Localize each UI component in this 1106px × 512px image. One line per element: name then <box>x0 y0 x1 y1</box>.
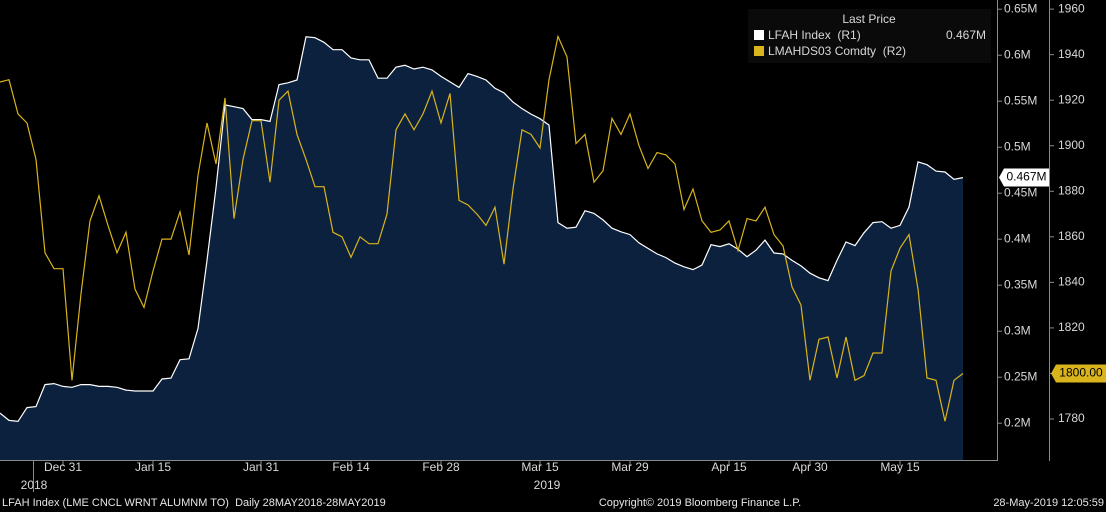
y-tick-label: 0.25M <box>1004 369 1037 383</box>
series-line <box>0 36 964 423</box>
legend-title: Last Price <box>842 12 896 26</box>
last-value-label: 0.467M <box>1006 170 1046 184</box>
y2-tick-label: 1960 <box>1058 1 1085 15</box>
legend-label: LFAH Index (R1) <box>768 28 861 42</box>
last-value-tag <box>999 168 1049 187</box>
footer-left: LFAH Index (LME CNCL WRNT ALUMNM TO) Dai… <box>2 497 386 509</box>
y-tick-label: 0.45M <box>1004 185 1037 199</box>
y2-tick-label: 1940 <box>1058 47 1085 61</box>
plot-area <box>0 34 964 461</box>
footer-right: 28-May-2019 12:05:59 <box>993 497 1104 509</box>
x-tick-label: Mar 29 <box>611 460 649 474</box>
year-label: 2019 <box>534 478 561 492</box>
legend <box>748 9 991 63</box>
y2-tick-label: 1880 <box>1058 183 1085 197</box>
y2-tick-label: 1900 <box>1058 138 1085 152</box>
x-tick-label: Apr 30 <box>792 460 828 474</box>
year-label: 2018 <box>21 478 48 492</box>
y-tick-label: 0.3M <box>1004 323 1031 337</box>
y-tick-label: 0.6M <box>1004 47 1031 61</box>
x-tick-label: Apr 15 <box>711 460 747 474</box>
y-tick-label: 0.4M <box>1004 231 1031 245</box>
legend-swatch <box>754 46 764 56</box>
last-value-tag <box>1051 364 1106 383</box>
series-line <box>0 34 964 422</box>
x-tick-label: Jan 31 <box>243 460 279 474</box>
last-value-label: 1800.00 <box>1059 366 1103 380</box>
y2-tick-label: 1920 <box>1058 92 1085 106</box>
y2-tick-label: 1860 <box>1058 229 1085 243</box>
x-tick-label: Jan 15 <box>135 460 171 474</box>
x-tick-label: May 15 <box>880 460 920 474</box>
y2-tick-label: 1820 <box>1058 320 1085 334</box>
y-tick-label: 0.5M <box>1004 139 1031 153</box>
x-tick-label: Mar 15 <box>521 460 559 474</box>
y-tick-label: 0.35M <box>1004 277 1037 291</box>
legend-label: LMAHDS03 Comdty (R2) <box>768 44 906 58</box>
y-tick-label: 0.2M <box>1004 415 1031 429</box>
y-tick-label: 0.65M <box>1004 1 1037 15</box>
y2-tick-label: 1840 <box>1058 275 1085 289</box>
legend-swatch <box>754 30 764 40</box>
x-tick-label: Feb 14 <box>332 460 370 474</box>
area <box>0 36 963 461</box>
y-tick-label: 0.55M <box>1004 93 1037 107</box>
x-tick-label: Dec 31 <box>44 460 82 474</box>
x-tick-label: Feb 28 <box>422 460 460 474</box>
legend-value: 0.467M <box>946 28 986 42</box>
footer-center: Copyright© 2019 Bloomberg Finance L.P. <box>599 497 801 509</box>
y2-tick-label: 1780 <box>1058 411 1085 425</box>
